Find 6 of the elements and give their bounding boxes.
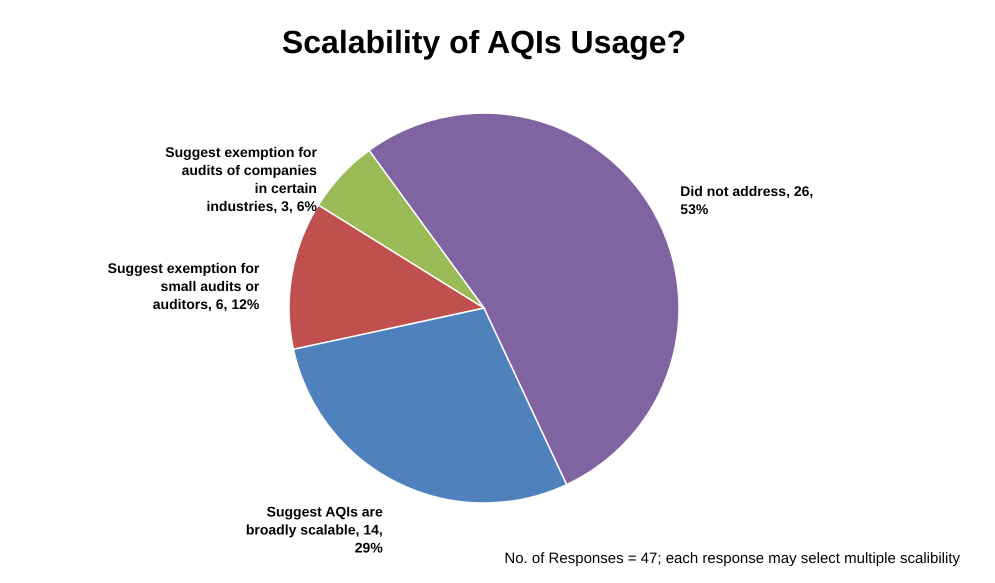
slice-label: Suggest exemption for audits of companies in certain industries, 3, 6% (165, 144, 318, 214)
chart-title: Scalability of AQIs Usage? (282, 24, 686, 60)
text: No. of Responses = 47; each response may select multiple scalibility (504, 550, 960, 567)
slice-label: Suggest exemption for small audits or auditors, 6, 12% (108, 260, 260, 312)
slice-label: Suggest AQIs are broadly scalable, 14, 29% (246, 503, 384, 556)
slice-label: Did not address, 26, 53% (680, 182, 814, 217)
